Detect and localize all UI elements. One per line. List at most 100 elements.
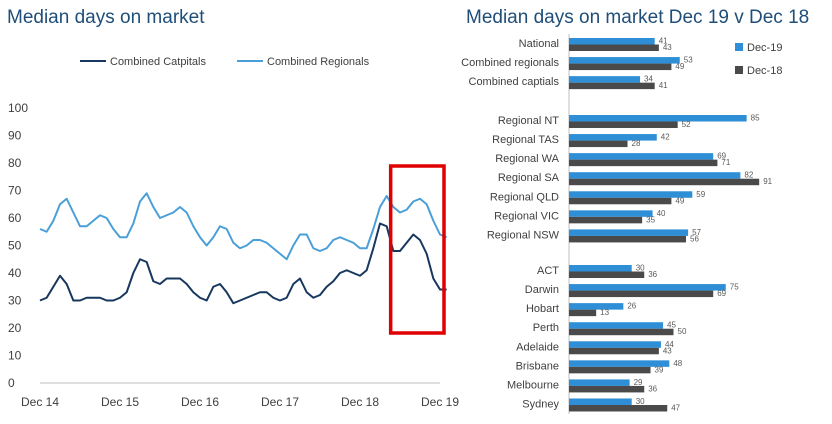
bar-value-label: 34 <box>644 75 653 84</box>
bar-dec-19 <box>569 284 726 291</box>
category-label: ACT <box>537 265 559 277</box>
bar-value-label: 39 <box>655 365 664 374</box>
bar-value-label: 36 <box>648 270 657 279</box>
bar-dec-18 <box>569 121 678 128</box>
bar-dec-19 <box>569 191 693 198</box>
category-label: Darwin <box>525 284 559 296</box>
bar-value-label: 49 <box>675 62 684 71</box>
x-tick-label: Dec 15 <box>101 395 139 409</box>
category-label: Brisbane <box>516 360 559 372</box>
bar-dec-19 <box>569 379 630 386</box>
bar-value-label: 52 <box>682 120 691 129</box>
bar-value-label: 56 <box>690 234 699 243</box>
bar-value-label: 48 <box>673 359 682 368</box>
x-tick-label: Dec 19 <box>421 395 459 409</box>
bar-dec-19 <box>569 76 641 83</box>
bar-dec-18 <box>569 309 597 317</box>
category-label: Combined captials <box>469 76 560 88</box>
legend-swatch-dec-18 <box>735 66 743 74</box>
bar-value-label: 30 <box>636 397 645 406</box>
bar-value-label: 42 <box>661 133 670 142</box>
y-tick-label: 80 <box>8 156 22 170</box>
y-tick-label: 10 <box>8 349 22 363</box>
x-tick-label: Dec 16 <box>181 395 219 409</box>
bar-dec-19 <box>569 134 657 141</box>
bar-dec-18 <box>569 63 672 71</box>
bar-dec-18 <box>569 140 628 148</box>
series-line-regionals <box>39 192 448 261</box>
bar-value-label: 13 <box>600 308 609 317</box>
bar-dec-19 <box>569 115 747 122</box>
bar-value-label: 59 <box>696 190 705 199</box>
category-label: Regional SA <box>498 172 560 184</box>
highlight-box <box>388 164 446 335</box>
bar-value-label: 53 <box>684 56 693 65</box>
bar-dec-19 <box>569 341 661 348</box>
y-tick-label: 90 <box>8 129 22 143</box>
y-tick-label: 30 <box>8 294 22 308</box>
bar-dec-19 <box>569 303 624 310</box>
bar-value-label: 50 <box>678 327 687 336</box>
bar-value-label: 30 <box>636 264 645 273</box>
y-tick-label: 70 <box>8 184 22 198</box>
legend-label-dec-19: Dec-19 <box>747 42 782 54</box>
category-label: Regional WA <box>495 153 559 165</box>
legend-swatch-dec-19 <box>735 43 743 51</box>
bar-value-label: 35 <box>646 215 655 224</box>
bar-value-label: 69 <box>717 289 726 298</box>
category-label: Regional NT <box>498 115 559 127</box>
bar-value-label: 57 <box>692 228 701 237</box>
bar-dec-19 <box>569 153 714 160</box>
category-label: Combined regionals <box>461 57 559 69</box>
bar-dec-18 <box>569 82 655 90</box>
bar-value-label: 40 <box>657 209 666 218</box>
x-tick-label: Dec 14 <box>21 395 59 409</box>
category-label: Adelaide <box>516 341 559 353</box>
x-tick-label: Dec 17 <box>261 395 299 409</box>
bar-dec-18 <box>569 271 645 278</box>
category-label: Regional TAS <box>492 134 559 146</box>
line-chart: Combined Catpitals Combined Regionals 0 10 2… <box>8 56 459 409</box>
category-label: Regional VIC <box>494 210 559 222</box>
bar-value-label: 47 <box>671 403 680 412</box>
bar-dec-18 <box>569 197 672 205</box>
bar-dec-19 <box>569 322 664 329</box>
bar-dec-19 <box>569 172 741 179</box>
category-label: Regional QLD <box>490 191 559 203</box>
y-tick-label: 40 <box>8 266 22 280</box>
bar-value-label: 36 <box>648 384 657 393</box>
bar-dec-18 <box>569 216 643 224</box>
bar-value-label: 69 <box>717 152 726 161</box>
bar-value-label: 82 <box>744 171 753 180</box>
y-tick-label: 60 <box>8 211 22 225</box>
category-label: Sydney <box>522 398 559 410</box>
bar-dec-19 <box>569 57 680 64</box>
bar-dec-18 <box>569 44 659 51</box>
category-label: Hobart <box>526 303 559 315</box>
y-tick-label: 100 <box>8 101 28 115</box>
bar-value-label: 43 <box>663 346 672 355</box>
bar-value-label: 26 <box>627 302 636 311</box>
y-tick-label: 0 <box>8 376 15 390</box>
bar-dec-19 <box>569 360 670 367</box>
legend-label-dec-18: Dec-18 <box>747 65 782 77</box>
category-label: National <box>519 38 559 50</box>
bar-value-label: 41 <box>659 81 668 90</box>
bar-chart-title: Median days on market Dec 19 v Dec 18 <box>466 7 810 28</box>
bar-dec-18 <box>569 178 760 186</box>
bar-value-label: 91 <box>763 177 772 186</box>
bar-value-label: 29 <box>634 378 643 387</box>
bar-value-label: 44 <box>665 340 674 349</box>
bar-dec-18 <box>569 385 645 393</box>
bar-dec-18 <box>569 347 659 355</box>
bar-dec-18 <box>569 328 674 336</box>
bar-value-label: 75 <box>730 283 739 292</box>
bar-value-label: 45 <box>667 321 676 330</box>
bar-value-label: 49 <box>675 196 684 205</box>
bar-dec-19 <box>569 38 655 45</box>
bar-dec-19 <box>569 229 689 236</box>
category-label: Melbourne <box>507 379 559 391</box>
x-tick-label: Dec 18 <box>341 395 379 409</box>
